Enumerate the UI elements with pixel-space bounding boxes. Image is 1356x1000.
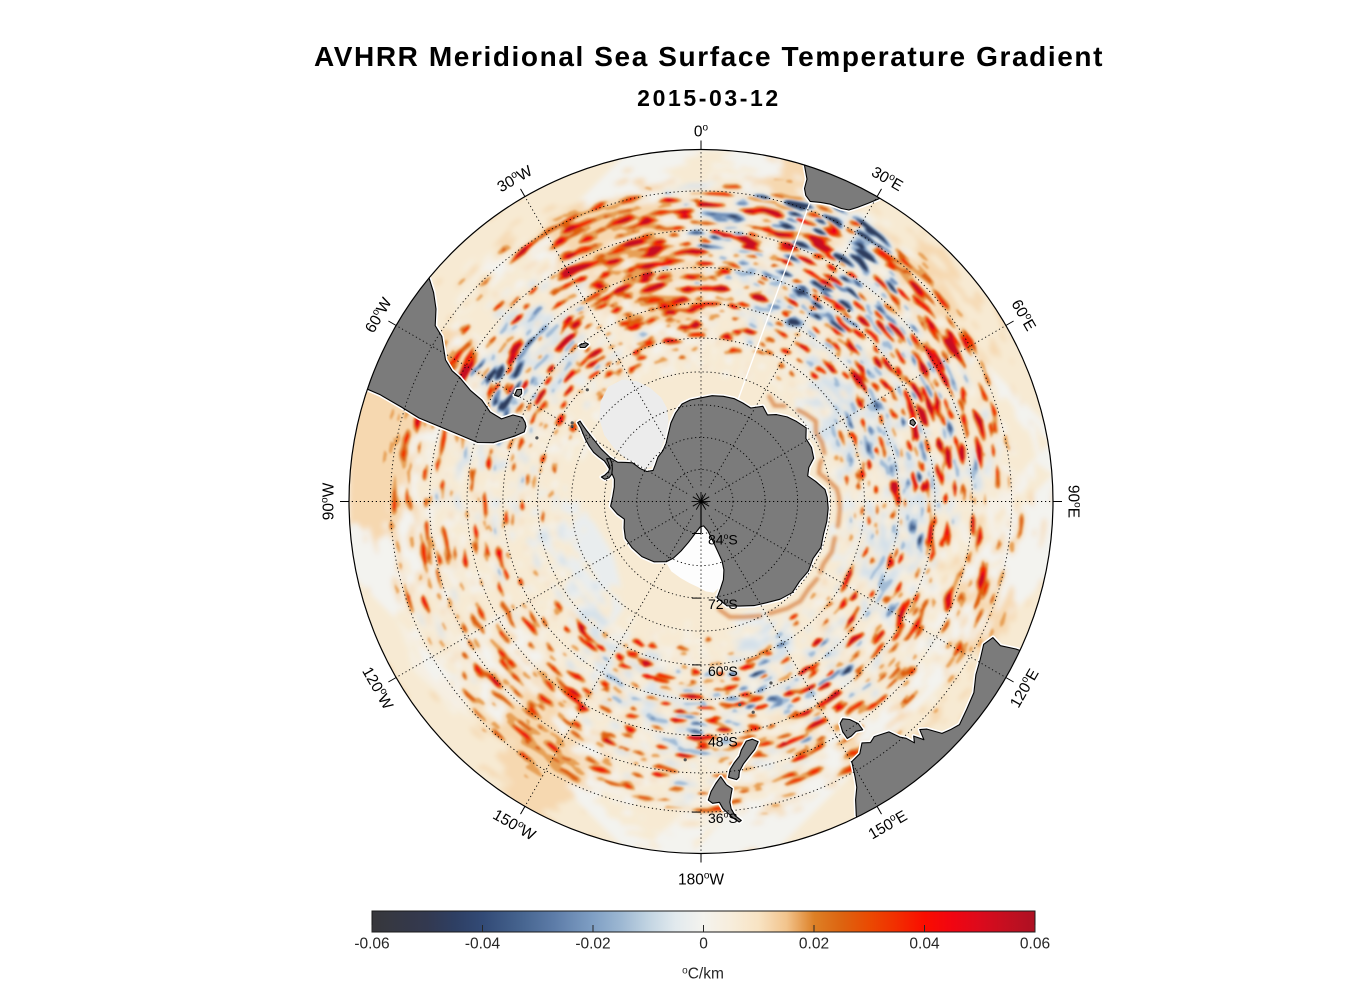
- svg-text:120oW: 120oW: [358, 664, 397, 713]
- svg-text:0: 0: [699, 936, 708, 953]
- svg-text:60oS: 60oS: [708, 662, 738, 679]
- svg-text:36oS: 36oS: [708, 810, 738, 827]
- svg-text:0.06: 0.06: [1020, 936, 1050, 953]
- svg-text:30oW: 30oW: [494, 162, 536, 196]
- svg-text:0.04: 0.04: [909, 936, 940, 953]
- svg-text:oC/km: oC/km: [682, 966, 724, 983]
- svg-text:48oS: 48oS: [708, 733, 738, 750]
- svg-text:150oW: 150oW: [490, 806, 539, 845]
- svg-text:2015-03-12: 2015-03-12: [637, 85, 781, 111]
- svg-text:150oE: 150oE: [865, 807, 910, 843]
- svg-text:0o: 0o: [694, 123, 709, 141]
- svg-text:60oW: 60oW: [361, 294, 395, 336]
- svg-text:90oW: 90oW: [320, 482, 338, 520]
- svg-text:120oE: 120oE: [1006, 666, 1042, 711]
- svg-text:0.02: 0.02: [799, 936, 829, 953]
- svg-text:-0.04: -0.04: [465, 936, 501, 953]
- svg-text:30oE: 30oE: [868, 163, 906, 195]
- svg-text:84oS: 84oS: [708, 531, 738, 548]
- svg-text:-0.06: -0.06: [354, 936, 389, 953]
- svg-text:AVHRR Meridional Sea Surface T: AVHRR Meridional Sea Surface Temperature…: [314, 41, 1104, 72]
- svg-text:180oW: 180oW: [678, 871, 724, 889]
- svg-text:-0.02: -0.02: [575, 936, 610, 953]
- svg-text:72oS: 72oS: [708, 596, 738, 613]
- svg-text:90oE: 90oE: [1065, 485, 1083, 518]
- svg-text:60oE: 60oE: [1007, 296, 1039, 334]
